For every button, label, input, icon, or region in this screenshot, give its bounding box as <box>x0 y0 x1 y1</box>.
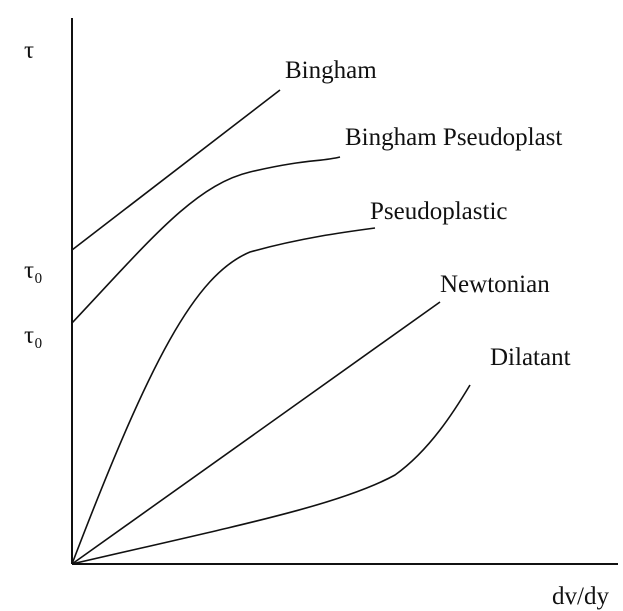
curve-label: Newtonian <box>440 271 550 298</box>
curve-label: Bingham <box>285 57 377 84</box>
pseudoplastic-curve <box>72 228 375 564</box>
y-mark-label: τ₀ <box>24 257 43 284</box>
diagram: τ τ₀ τ₀ dv/dy Bingham Bingham Pseudoplas… <box>0 0 623 611</box>
curve-label: Dilatant <box>490 344 571 371</box>
bingham-curve <box>72 90 280 250</box>
dilatant-curve <box>72 385 470 564</box>
curve-label: Pseudoplastic <box>370 198 508 225</box>
curve-label: Bingham Pseudoplast <box>345 124 562 151</box>
y-axis-label: τ <box>24 37 34 64</box>
x-axis-label: dv/dy <box>552 583 609 610</box>
newtonian-curve <box>72 302 440 564</box>
y-mark-label: τ₀ <box>24 322 43 349</box>
